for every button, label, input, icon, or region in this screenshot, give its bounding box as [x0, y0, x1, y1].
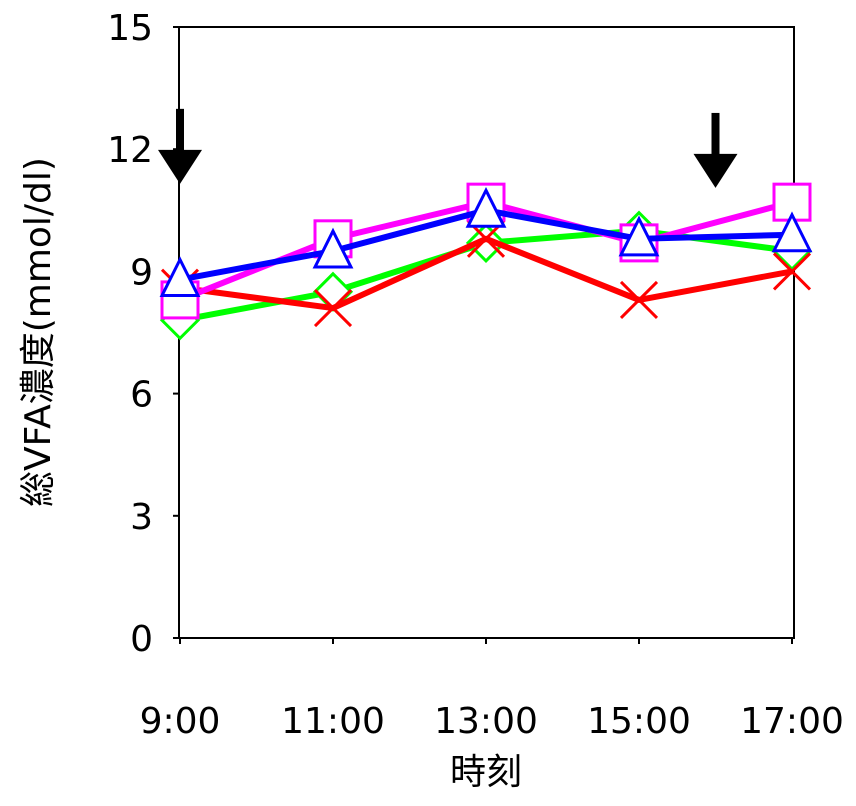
plot-area [178, 26, 795, 639]
series-triangle [159, 186, 813, 298]
series-layer [159, 182, 813, 341]
triangle-marker [771, 211, 813, 253]
y-tick-label: 9 [130, 252, 153, 293]
x-tick-label: 11:00 [281, 701, 385, 742]
x-tick-label: 17:00 [740, 701, 844, 742]
triangle-marker [159, 256, 201, 298]
x-marker [772, 252, 812, 291]
arrow-shaft [711, 112, 720, 156]
y-axis-title: 総VFA濃度(mmol/dl) [18, 157, 59, 507]
triangle-marker [618, 215, 660, 257]
triangle-marker [465, 186, 507, 228]
annotation-layer [158, 108, 738, 188]
x-axis-title: 時刻 [450, 752, 522, 793]
y-tick-label: 6 [130, 375, 153, 416]
y-tick-label: 12 [107, 130, 153, 171]
x-tick-label: 9:00 [140, 701, 221, 742]
x-marker [619, 280, 659, 319]
down-arrow-head [158, 149, 202, 184]
x-marker [313, 288, 353, 328]
y-tick-label: 15 [107, 8, 153, 49]
y-tick-label: 3 [130, 497, 153, 538]
x-tick-label: 15:00 [587, 701, 691, 742]
down-arrow-head [693, 153, 738, 188]
arrow-shaft [176, 108, 184, 152]
x-tick-label: 13:00 [434, 701, 538, 742]
diamond-marker [465, 222, 507, 264]
y-tick-label: 0 [130, 619, 153, 660]
triangle-marker [312, 227, 354, 269]
y-axis: 0 3 6 9 12 15 [107, 8, 179, 660]
x-axis: 9:00 11:00 13:00 15:00 17:00 [140, 638, 844, 742]
